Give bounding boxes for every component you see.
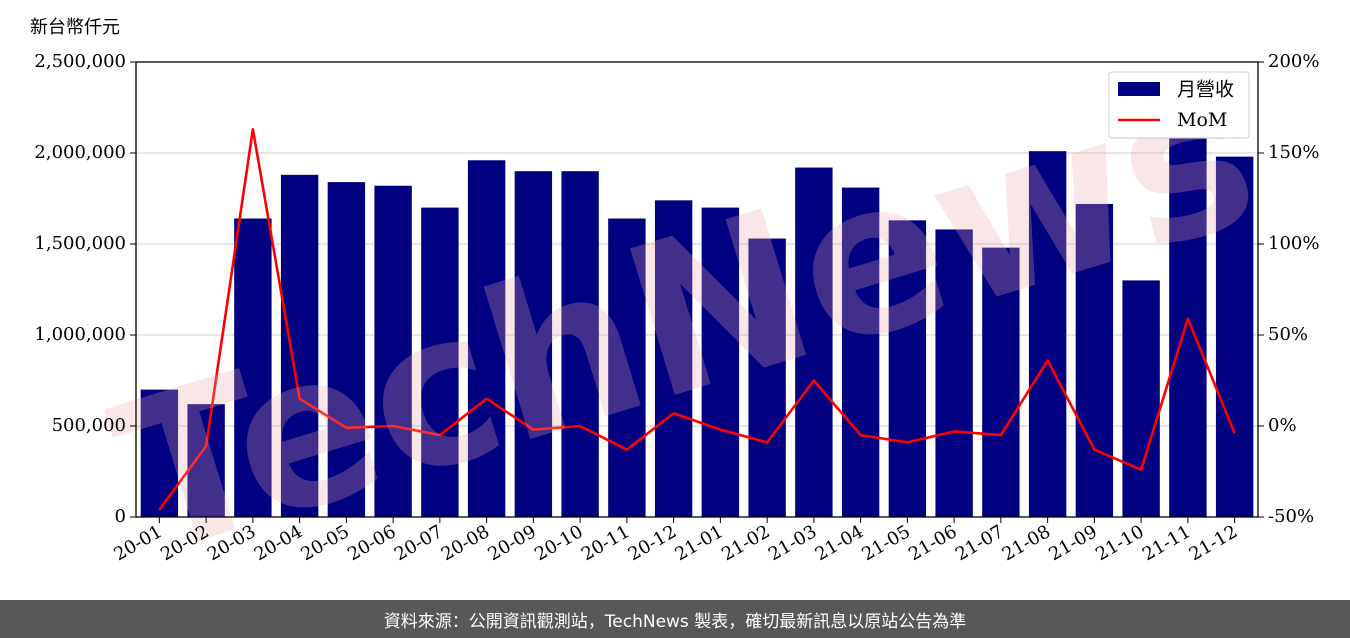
bar bbox=[467, 160, 506, 517]
bar bbox=[654, 200, 693, 517]
bar bbox=[280, 174, 319, 517]
left-tick-label: 500,000 bbox=[52, 415, 126, 436]
bar bbox=[327, 182, 366, 517]
x-tick-label: 21-08 bbox=[999, 521, 1054, 565]
right-tick-label: 0% bbox=[1268, 415, 1297, 436]
x-tick-label: 21-01 bbox=[671, 521, 726, 565]
left-tick-label: 1,500,000 bbox=[34, 233, 126, 254]
left-tick-label: 1,000,000 bbox=[34, 324, 126, 345]
left-tick-label: 0 bbox=[115, 506, 126, 527]
right-tick-label: 100% bbox=[1268, 233, 1319, 254]
bar bbox=[1028, 151, 1067, 517]
bar bbox=[1122, 280, 1160, 517]
x-tick-label: 21-11 bbox=[1139, 521, 1194, 565]
legend-bar-label: 月營收 bbox=[1177, 79, 1234, 101]
bar bbox=[935, 229, 973, 517]
x-tick-label: 20-08 bbox=[438, 521, 493, 565]
legend-line-label: MoM bbox=[1177, 109, 1227, 131]
bar bbox=[608, 218, 646, 517]
bar bbox=[561, 171, 599, 517]
source-text: 資料來源：公開資訊觀測站，TechNews 製表，確切最新訊息以原站公告為準 bbox=[383, 611, 967, 632]
source-footer: 資料來源：公開資訊觀測站，TechNews 製表，確切最新訊息以原站公告為準 bbox=[0, 600, 1350, 638]
bar bbox=[841, 187, 880, 517]
bar bbox=[421, 207, 459, 517]
chart: TechNews 0500,0001,000,0001,500,0002,000… bbox=[30, 17, 1319, 600]
x-tick-label: 21-09 bbox=[1045, 521, 1100, 565]
mom-line bbox=[158, 128, 1236, 511]
bar bbox=[701, 207, 740, 517]
bar bbox=[140, 389, 179, 517]
left-tick-label: 2,000,000 bbox=[34, 142, 126, 163]
bar bbox=[1075, 203, 1114, 517]
left-axis: 0 500,000 1,000,000 1,500,000 2,000,000 2,500… bbox=[34, 51, 136, 527]
legend-bar-swatch bbox=[1118, 82, 1160, 96]
x-tick-label: 21-02 bbox=[718, 521, 773, 565]
plot-frame bbox=[135, 61, 1259, 518]
x-tick-label: 21-12 bbox=[1186, 521, 1241, 565]
x-tick-label: 20-10 bbox=[531, 521, 586, 565]
legend: 月營收 MoM bbox=[1108, 71, 1250, 139]
bar bbox=[374, 185, 412, 517]
bar-series bbox=[140, 138, 1254, 518]
x-tick-label: 21-04 bbox=[812, 521, 867, 565]
x-tick-label: 20-12 bbox=[625, 521, 680, 565]
left-tick-label: 2,500,000 bbox=[34, 51, 126, 72]
right-tick-label: 150% bbox=[1268, 142, 1319, 163]
right-tick-label: 50% bbox=[1268, 324, 1308, 345]
bar bbox=[187, 404, 225, 517]
bar bbox=[795, 167, 833, 517]
x-tick-label: 21-03 bbox=[765, 521, 820, 565]
bar bbox=[234, 218, 272, 517]
bar bbox=[748, 238, 786, 518]
right-tick-label: -50% bbox=[1268, 506, 1314, 527]
mom-line-series bbox=[158, 128, 1236, 511]
bar bbox=[888, 220, 927, 517]
y-unit-label: 新台幣仟元 bbox=[30, 17, 120, 38]
right-tick-label: 200% bbox=[1268, 51, 1319, 72]
bar bbox=[514, 171, 553, 517]
bar bbox=[1215, 156, 1254, 517]
x-tick-label: 21-10 bbox=[1092, 521, 1147, 565]
right-axis: -50% 0% 50% 100% 150% 200% bbox=[1258, 51, 1319, 527]
x-tick-label: 20-11 bbox=[578, 521, 633, 565]
x-tick-label: 21-05 bbox=[858, 521, 913, 565]
x-tick-label: 21-07 bbox=[952, 521, 1007, 565]
x-tick-label: 21-06 bbox=[905, 521, 960, 565]
bar bbox=[982, 247, 1020, 517]
axes-frame bbox=[135, 61, 1259, 518]
bar bbox=[1169, 138, 1207, 517]
x-tick-label: 20-09 bbox=[484, 521, 539, 565]
